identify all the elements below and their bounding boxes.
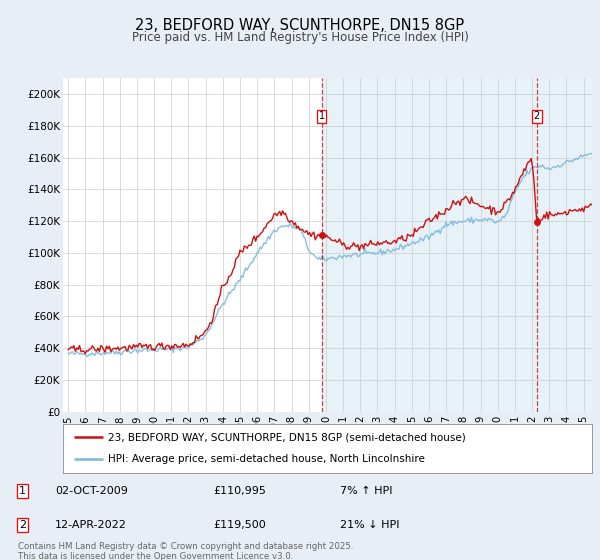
Text: 23, BEDFORD WAY, SCUNTHORPE, DN15 8GP: 23, BEDFORD WAY, SCUNTHORPE, DN15 8GP — [136, 18, 464, 32]
Text: 1: 1 — [19, 486, 26, 496]
Text: £110,995: £110,995 — [214, 486, 266, 496]
Text: £119,500: £119,500 — [214, 520, 266, 530]
Text: 7% ↑ HPI: 7% ↑ HPI — [340, 486, 393, 496]
Text: 12-APR-2022: 12-APR-2022 — [55, 520, 127, 530]
Text: 2: 2 — [19, 520, 26, 530]
Text: 1: 1 — [319, 111, 325, 122]
Text: 21% ↓ HPI: 21% ↓ HPI — [340, 520, 400, 530]
Text: Price paid vs. HM Land Registry's House Price Index (HPI): Price paid vs. HM Land Registry's House … — [131, 31, 469, 44]
Text: HPI: Average price, semi-detached house, North Lincolnshire: HPI: Average price, semi-detached house,… — [108, 454, 425, 464]
Bar — [322, 78, 600, 412]
Text: 2: 2 — [534, 111, 540, 122]
Text: 02-OCT-2009: 02-OCT-2009 — [55, 486, 128, 496]
Text: Contains HM Land Registry data © Crown copyright and database right 2025.
This d: Contains HM Land Registry data © Crown c… — [18, 542, 353, 560]
Text: 23, BEDFORD WAY, SCUNTHORPE, DN15 8GP (semi-detached house): 23, BEDFORD WAY, SCUNTHORPE, DN15 8GP (s… — [108, 432, 466, 442]
